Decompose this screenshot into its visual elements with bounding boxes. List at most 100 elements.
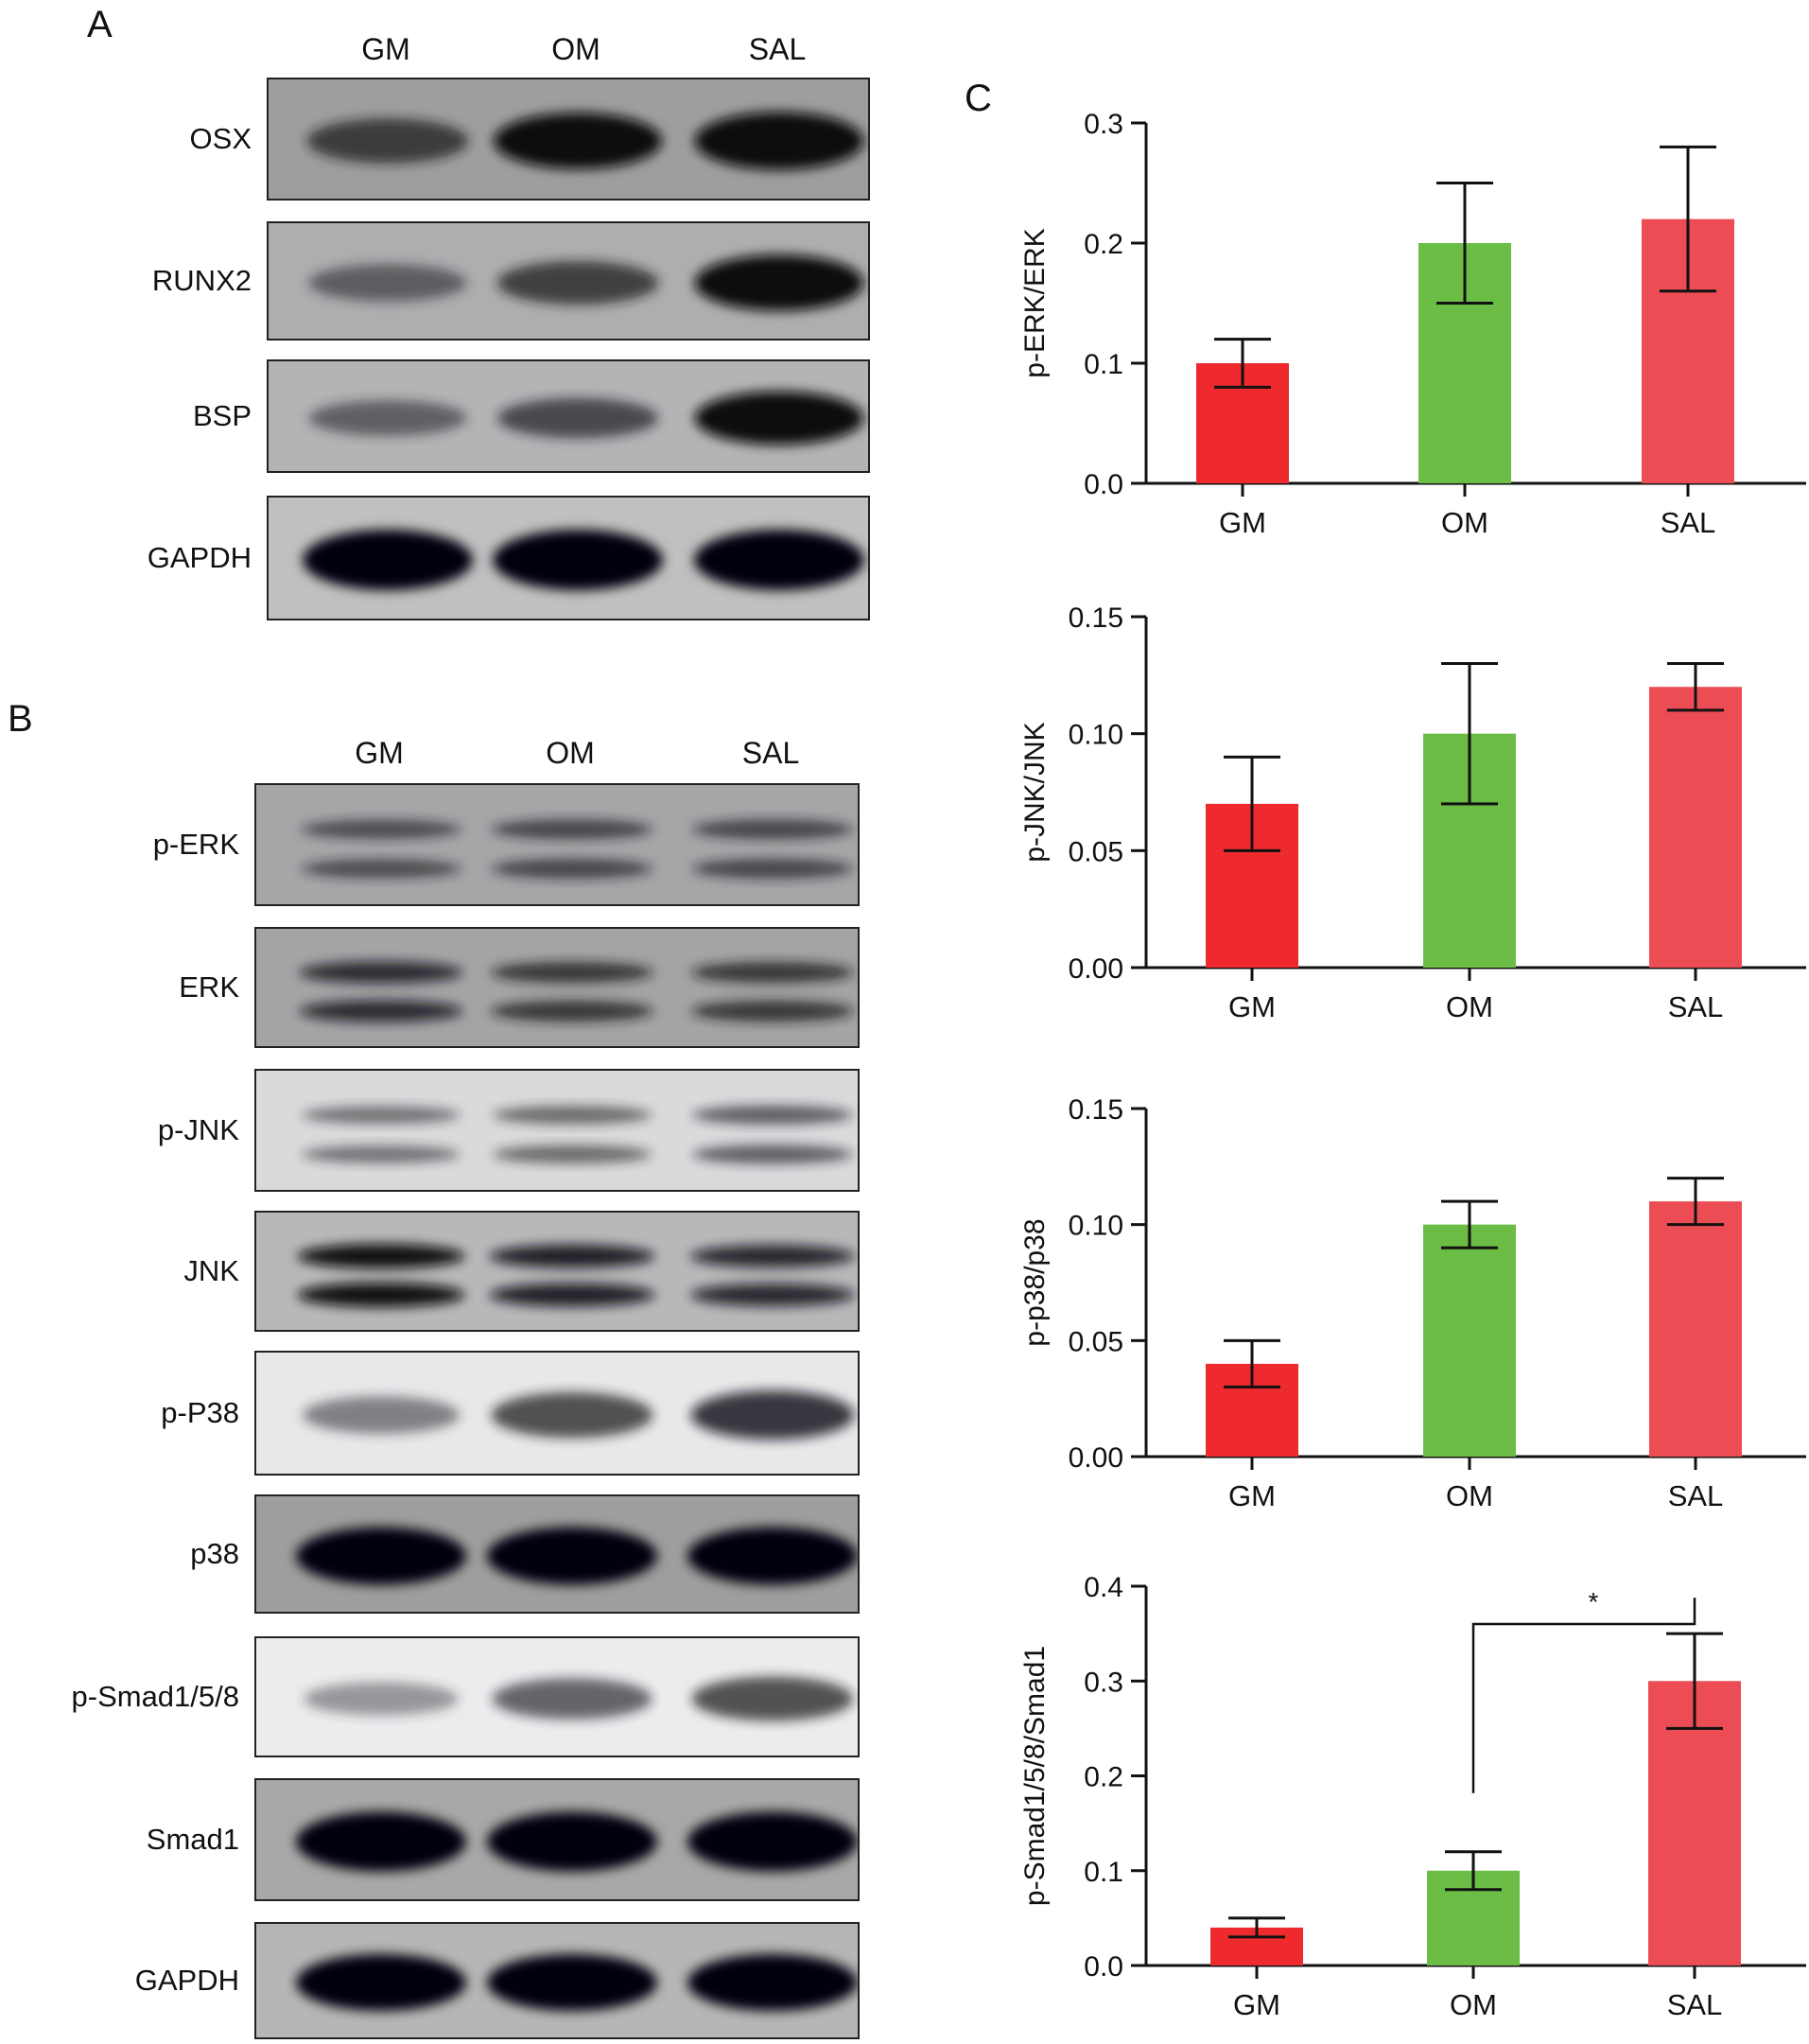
panel-b-lane-sal: SAL: [741, 736, 800, 770]
b-band-erk-gm-row2: [299, 1000, 463, 1022]
b-blot-p-jnk: [254, 1069, 860, 1192]
x-tick-label-sal: SAL: [1668, 1479, 1724, 1512]
y-tick-label: 0.00: [1069, 1442, 1123, 1474]
y-tick-label: 0.4: [1084, 1572, 1123, 1603]
panel-a-lane-gm: GM: [361, 32, 410, 66]
significance-label: *: [1589, 1587, 1599, 1616]
a-band-bsp-gm: [308, 400, 467, 436]
a-blot-bsp: [267, 359, 870, 473]
b-blot-p38: [254, 1494, 860, 1614]
b-blot-erk: [254, 927, 860, 1048]
b-band-p-smad1-5-8-gm: [304, 1682, 459, 1716]
a-band-runx2-gm: [308, 264, 467, 302]
bar-sal: [1649, 1201, 1742, 1457]
y-tick-label: 0.0: [1084, 469, 1123, 500]
a-blot-runx2: [267, 221, 870, 341]
b-band-jnk-gm-row1: [297, 1244, 465, 1269]
a-band-runx2-sal: [694, 254, 864, 311]
x-tick-label-om: OM: [1450, 1988, 1497, 2021]
x-tick-label-sal: SAL: [1668, 990, 1724, 1023]
b-band-p-jnk-om-row2: [493, 1144, 652, 1164]
y-tick-label: 0.2: [1084, 229, 1123, 260]
y-tick-label: 0.00: [1069, 953, 1123, 985]
bar-chart-3: 0.00 0.05 0.10 0.15 p-p38/p38 GM OM SAL: [1019, 1094, 1806, 1512]
b-band-p-jnk-om-row1: [493, 1106, 652, 1125]
y-tick-label: 0.05: [1069, 1326, 1123, 1357]
b-band-erk-om-row2: [491, 1001, 653, 1022]
y-tick-label: 0.05: [1069, 836, 1123, 867]
b-blot-p-p38: [254, 1351, 860, 1476]
a-band-osx-om: [494, 113, 662, 169]
panel-b-letter: B: [8, 698, 33, 740]
b-band-jnk-om-row2: [489, 1283, 655, 1307]
y-tick-label: 0.10: [1069, 1211, 1123, 1242]
b-band-p-p38-gm: [303, 1396, 460, 1434]
a-band-osx-gm: [306, 118, 469, 164]
a-band-gapdh-gm: [303, 530, 473, 590]
y-tick-label: 0.15: [1069, 603, 1123, 634]
bar-om: [1423, 1224, 1516, 1457]
x-tick-label-sal: SAL: [1661, 506, 1716, 539]
b-band-gapdh-sal: [687, 1953, 858, 2012]
y-axis-label: p-ERK/ERK: [1019, 228, 1051, 377]
x-tick-label-gm: GM: [1228, 1479, 1276, 1512]
a-blot-gapdh: [267, 496, 870, 620]
a-label-runx2: RUNX2: [151, 264, 252, 297]
a-band-runx2-om: [496, 260, 659, 306]
b-label-erk: ERK: [179, 970, 239, 1004]
b-label-p-smad1-5-8: p-Smad1/5/8: [71, 1680, 240, 1713]
b-band-p38-sal: [687, 1527, 858, 1585]
bar-sal: [1649, 687, 1742, 968]
y-axis-label: p-p38/p38: [1019, 1218, 1051, 1346]
b-label-p-p38: p-P38: [161, 1396, 239, 1429]
a-band-bsp-sal: [694, 391, 864, 445]
b-blot-smad1: [254, 1778, 860, 1901]
b-band-p-jnk-gm-row2: [302, 1145, 461, 1163]
b-band-p-erk-sal-row2: [692, 859, 853, 879]
b-band-p-jnk-sal-row2: [692, 1144, 853, 1164]
b-band-p-erk-gm-row1: [301, 819, 461, 839]
panel-a-lane-om: OM: [551, 32, 600, 66]
b-band-jnk-sal-row2: [690, 1284, 855, 1306]
b-band-p-erk-om-row2: [492, 859, 652, 879]
x-tick-label-om: OM: [1446, 990, 1493, 1023]
y-tick-label: 0.3: [1084, 109, 1123, 140]
b-band-p-jnk-gm-row1: [302, 1106, 461, 1125]
y-axis-label: p-JNK/JNK: [1019, 722, 1051, 862]
b-band-gapdh-om: [487, 1953, 657, 2012]
b-label-gapdh: GAPDH: [134, 1964, 239, 1997]
bar-chart-4: 0.0 0.1 0.2 0.3 0.4 p-Smad1/5/8/Smad1 GM OM SAL *: [1019, 1572, 1806, 2021]
panel-a-lane-sal: SAL: [748, 32, 807, 66]
y-tick-label: 0.1: [1084, 1857, 1123, 1888]
x-tick-label-gm: GM: [1228, 990, 1276, 1023]
b-band-erk-gm-row1: [299, 961, 463, 984]
y-tick-label: 0.15: [1069, 1094, 1123, 1126]
panel-a-letter: A: [87, 4, 113, 45]
b-band-p38-gm: [296, 1527, 466, 1585]
b-band-jnk-gm-row2: [297, 1283, 465, 1307]
a-label-bsp: BSP: [192, 399, 252, 432]
a-band-gapdh-sal: [694, 530, 864, 590]
b-blot-jnk: [254, 1211, 860, 1332]
panel-c-letter: C: [965, 78, 992, 119]
x-tick-label-om: OM: [1441, 506, 1488, 539]
b-band-jnk-sal-row1: [690, 1245, 855, 1267]
b-band-smad1-sal: [687, 1811, 858, 1872]
a-band-osx-sal: [694, 112, 864, 170]
b-label-p38: p38: [190, 1537, 239, 1570]
bar-chart-2: 0.00 0.05 0.10 0.15 p-JNK/JNK GM OM SAL: [1019, 603, 1806, 1023]
b-band-smad1-gm: [296, 1811, 466, 1872]
x-tick-label-gm: GM: [1233, 1988, 1280, 2021]
b-band-erk-sal-row1: [691, 962, 854, 984]
y-tick-label: 0.2: [1084, 1762, 1123, 1793]
b-band-p-erk-gm-row2: [301, 859, 461, 879]
b-band-p38-om: [487, 1527, 657, 1585]
b-label-p-erk: p-ERK: [152, 828, 239, 861]
a-band-gapdh-om: [493, 530, 663, 590]
b-band-p-p38-sal: [690, 1390, 855, 1440]
b-band-erk-om-row1: [491, 962, 653, 984]
b-band-smad1-om: [487, 1811, 657, 1872]
b-label-p-jnk: p-JNK: [157, 1113, 239, 1146]
x-tick-label-om: OM: [1446, 1479, 1493, 1512]
